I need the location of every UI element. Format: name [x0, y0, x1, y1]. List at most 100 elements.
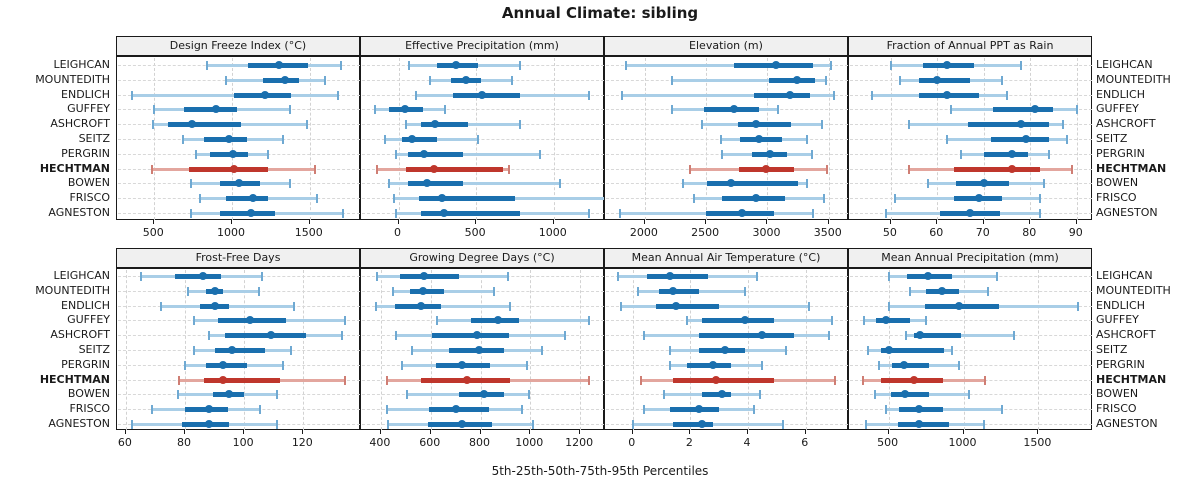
median-dot: [1016, 120, 1025, 129]
whisker-cap: [540, 346, 543, 355]
median-dot: [884, 346, 893, 354]
median-dot: [741, 316, 750, 325]
panel-title: Fraction of Annual PPT as Rain: [886, 39, 1054, 52]
whisker-cap: [967, 390, 970, 400]
median-dot: [881, 316, 890, 325]
median-dot: [462, 75, 471, 84]
whisker-cap: [830, 316, 833, 326]
median-dot: [407, 135, 416, 143]
station-label: ENDLICH: [61, 298, 110, 312]
percentile-25-75-bar: [167, 122, 241, 128]
panel-plot: [116, 56, 360, 220]
percentile-5-95-bar: [622, 93, 834, 97]
axis-tick: [1037, 430, 1039, 434]
axis-tick: [475, 220, 477, 224]
median-dot: [430, 164, 439, 173]
panel-plot: [604, 56, 848, 220]
percentile-25-75-bar: [890, 392, 930, 398]
whisker-cap: [987, 286, 990, 296]
percentile-25-75-bar: [405, 166, 504, 172]
axis-tick-label: 4: [743, 436, 751, 449]
percentile-5-95-bar: [389, 182, 560, 186]
whisker-cap: [777, 105, 780, 115]
percentile-5-95-bar: [375, 304, 511, 308]
median-dot: [965, 209, 974, 217]
whisker-cap: [395, 149, 398, 159]
median-dot: [420, 272, 429, 280]
median-dot: [229, 164, 238, 173]
axis-tick-label: 500: [142, 226, 164, 239]
whisker-cap: [824, 75, 827, 85]
median-dot: [438, 194, 447, 203]
axis-tick: [747, 430, 749, 434]
whisker-cap: [558, 179, 561, 189]
median-dot: [916, 331, 925, 340]
median-dot: [210, 301, 219, 310]
median-dot: [955, 301, 964, 310]
percentile-25-75-bar: [214, 348, 265, 353]
whisker-cap: [192, 346, 195, 355]
whisker-cap: [275, 390, 278, 400]
median-dot: [765, 149, 774, 158]
panel-strip: Fraction of Annual PPT as Rain: [848, 36, 1092, 56]
median-dot: [228, 346, 237, 354]
median-dot: [758, 331, 767, 340]
whisker-cap: [206, 61, 209, 70]
whisker-cap: [701, 120, 704, 130]
axis-tick-label: 80: [1022, 226, 1037, 239]
median-dot: [228, 149, 237, 158]
whisker-cap: [207, 331, 210, 341]
whisker-cap: [908, 286, 911, 296]
axis-tick: [804, 430, 806, 434]
axis-tick-label: 70: [975, 226, 990, 239]
whisker-cap: [640, 375, 643, 385]
whisker-cap: [160, 301, 163, 311]
whisker-cap: [538, 149, 541, 159]
whisker-cap: [493, 286, 496, 296]
whisker-cap: [428, 75, 431, 85]
whisker-cap: [1006, 90, 1009, 100]
panel-strip: Mean Annual Precipitation (mm): [848, 248, 1092, 268]
whisker-cap: [866, 346, 869, 355]
median-dot: [246, 316, 255, 325]
percentile-25-75-bar: [768, 77, 816, 83]
station-label: BOWEN: [1096, 387, 1139, 401]
median-dot: [1021, 135, 1030, 143]
axis-tick-label: 0: [394, 226, 402, 239]
whisker-cap: [822, 194, 825, 204]
median-dot: [493, 316, 502, 325]
station-label: LEIGHCAN: [1096, 269, 1153, 282]
axis-tick-label: 500: [464, 226, 486, 239]
whisker-cap: [510, 75, 513, 85]
whisker-cap: [289, 105, 292, 115]
whisker-cap: [669, 360, 672, 370]
axis-tick: [962, 430, 964, 434]
percentile-25-75-bar: [918, 77, 970, 83]
whisker-cap: [806, 135, 809, 144]
whisker-cap: [259, 405, 262, 415]
median-dot: [924, 272, 933, 280]
axis-tick-label: 400: [369, 436, 391, 449]
median-dot: [752, 120, 761, 129]
whisker-cap: [758, 390, 761, 400]
whisker-cap: [669, 346, 672, 355]
percentile-25-75-bar: [407, 151, 463, 157]
whisker-cap: [1071, 164, 1074, 174]
percentile-25-75-bar: [673, 422, 714, 427]
whisker-cap: [1066, 135, 1069, 144]
whisker-cap: [643, 405, 646, 415]
panel-title: Elevation (m): [689, 39, 763, 52]
whisker-cap: [945, 135, 948, 144]
whisker-cap: [151, 405, 154, 415]
axis-tick-label: 1000: [948, 436, 977, 449]
axis-tick-label: 6: [801, 436, 809, 449]
axis-tick-label: 60: [117, 436, 132, 449]
whisker-cap: [199, 194, 202, 204]
whisker-cap: [1075, 105, 1078, 115]
whisker-cap: [671, 105, 674, 115]
station-label: GUFFEY: [67, 102, 110, 116]
axis-tick: [579, 430, 581, 434]
percentile-25-75-bar: [738, 122, 791, 128]
median-dot: [439, 209, 448, 217]
station-label: PERGRIN: [61, 146, 110, 160]
